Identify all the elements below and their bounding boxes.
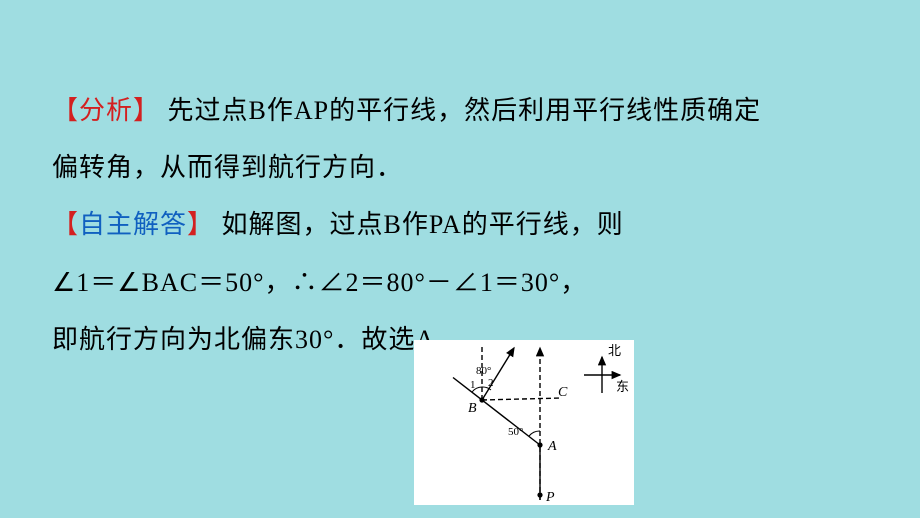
answer-label-bracket-open: 【 <box>52 210 79 239</box>
answer-text-1: 如解图，过点B作PA的平行线，则 <box>214 210 624 239</box>
analysis-label: 【分析】 <box>52 96 160 125</box>
svg-text:A: A <box>547 439 557 454</box>
svg-text:东: 东 <box>616 379 629 394</box>
svg-text:50°: 50° <box>508 426 523 438</box>
slide-body: 【分析】 先过点B作AP的平行线，然后利用平行线性质确定 偏转角，从而得到航行方… <box>0 0 920 368</box>
svg-text:C: C <box>558 385 568 400</box>
geometry-diagram: P A B C 50° 80°12 北东 <box>414 340 634 505</box>
analysis-block: 【分析】 先过点B作AP的平行线，然后利用平行线性质确定 偏转角，从而得到航行方… <box>52 82 868 196</box>
answer-text-3: 即航行方向为北偏东30°．故选A. <box>52 325 443 354</box>
svg-text:80°: 80° <box>476 365 491 377</box>
answer-label-bracket-close: 】 <box>187 210 214 239</box>
svg-text:P: P <box>545 490 555 505</box>
svg-text:2: 2 <box>488 377 494 389</box>
svg-text:1: 1 <box>470 379 476 391</box>
analysis-text-2: 偏转角，从而得到航行方向． <box>52 153 403 182</box>
answer-text-2: ∠1＝∠BAC＝50°，∴∠2＝80°－∠1＝30°， <box>52 268 587 297</box>
svg-text:B: B <box>468 401 477 416</box>
analysis-text-1: 先过点B作AP的平行线，然后利用平行线性质确定 <box>160 96 761 125</box>
answer-label-inner: 自主解答 <box>79 210 187 239</box>
svg-text:北: 北 <box>608 343 621 358</box>
